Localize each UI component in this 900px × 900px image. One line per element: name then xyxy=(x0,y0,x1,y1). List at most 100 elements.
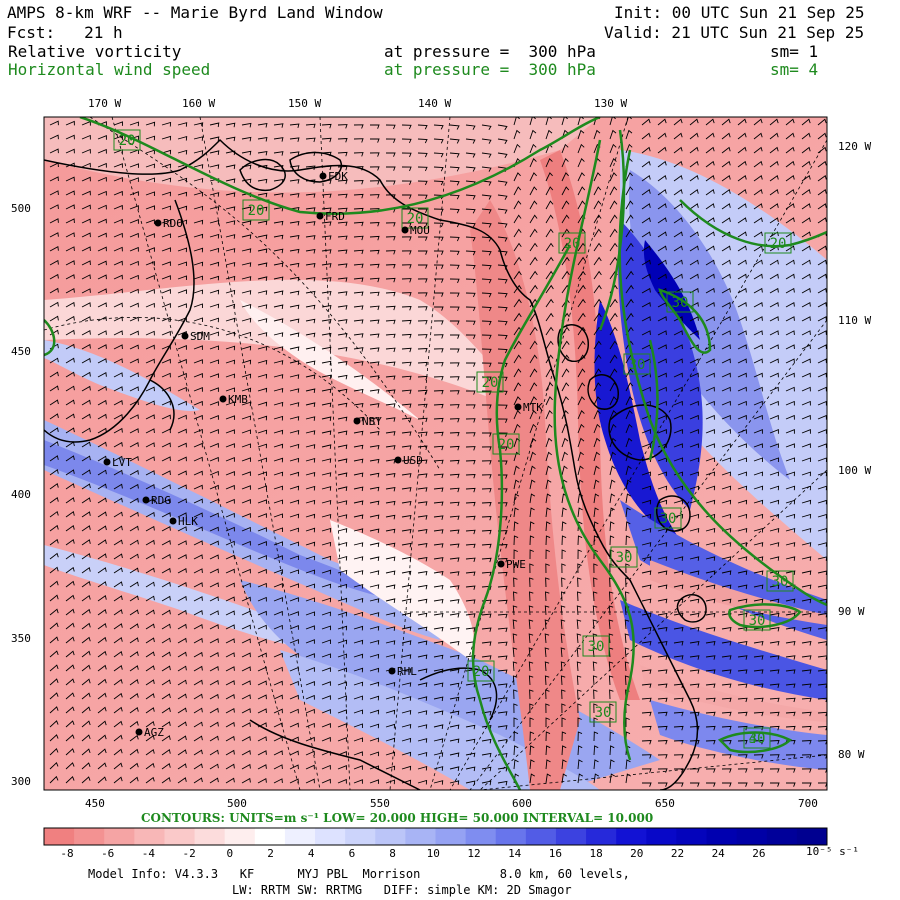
wind-barb xyxy=(145,679,155,686)
wind-barb xyxy=(225,289,236,295)
wind-barb xyxy=(753,570,764,575)
wind-barb xyxy=(753,485,764,491)
wind-barb xyxy=(433,166,444,172)
wind-barb xyxy=(177,191,188,197)
wind-barb xyxy=(689,542,700,547)
wind-barb xyxy=(417,320,428,325)
wind-barb xyxy=(113,260,123,266)
wind-barb xyxy=(609,703,614,714)
wind-barb xyxy=(673,273,683,280)
wind-barb xyxy=(65,734,75,742)
wind-barb xyxy=(113,567,123,574)
wind-barb xyxy=(528,661,534,672)
right-longitude-label: 120 W xyxy=(838,140,872,153)
wind-barb xyxy=(449,780,460,785)
wind-barb xyxy=(593,242,602,252)
graticule-meridian xyxy=(389,117,451,790)
wind-barb xyxy=(369,681,380,687)
wind-barb xyxy=(97,176,107,182)
wind-barb xyxy=(609,396,617,406)
wind-barb xyxy=(113,664,123,672)
wind-barb xyxy=(129,776,139,784)
wind-barb xyxy=(577,521,583,532)
wind-barb xyxy=(560,661,566,672)
wind-barb xyxy=(145,525,155,532)
wind-barb xyxy=(209,150,220,155)
wind-barb xyxy=(657,570,668,575)
wind-barb xyxy=(465,696,476,702)
colorbar-swatch xyxy=(435,828,467,845)
wind-barb xyxy=(769,683,780,689)
wind-barb xyxy=(161,233,171,239)
wind-barb xyxy=(529,186,538,196)
wind-barb xyxy=(673,697,684,703)
wind-barb xyxy=(689,330,699,336)
wind-barb xyxy=(353,486,364,492)
station-label: HLK xyxy=(178,515,198,528)
wind-barb xyxy=(273,764,283,770)
wind-barb xyxy=(433,612,444,618)
wind-barb xyxy=(433,724,444,729)
wind-barb xyxy=(193,623,203,630)
wind-barb xyxy=(289,332,300,338)
wind-barb xyxy=(753,132,763,140)
wind-barb xyxy=(545,410,553,420)
wind-barb xyxy=(321,402,332,408)
wind-barb xyxy=(369,598,380,603)
wind-barb xyxy=(641,217,651,224)
wind-barb xyxy=(689,132,699,140)
wind-barb xyxy=(721,386,731,392)
wind-barb xyxy=(481,376,492,381)
wind-barb xyxy=(449,418,460,423)
wind-barb xyxy=(449,348,460,353)
wind-barb xyxy=(417,445,428,451)
wind-barb xyxy=(721,683,732,689)
wind-barb xyxy=(417,654,428,660)
wind-barb xyxy=(529,172,537,182)
wind-barb xyxy=(337,653,347,659)
wind-barb xyxy=(321,709,331,714)
wind-barb xyxy=(481,780,492,786)
wind-barb xyxy=(753,499,764,505)
wind-barb xyxy=(721,542,732,547)
wind-barb xyxy=(625,117,632,126)
wind-barb xyxy=(113,121,123,126)
wind-barb xyxy=(673,344,683,350)
right-longitude-label: 90 W xyxy=(838,605,865,618)
wind-barb xyxy=(689,612,700,618)
wind-barb xyxy=(209,429,219,434)
wind-barb xyxy=(641,612,652,618)
wind-barb xyxy=(785,429,795,434)
wind-barb xyxy=(257,345,268,351)
wind-barb xyxy=(625,396,633,406)
wind-barb xyxy=(785,174,795,182)
wind-barb xyxy=(449,459,460,465)
wind-barb xyxy=(273,778,283,784)
wind-barb xyxy=(257,541,267,546)
wind-barb xyxy=(369,695,380,701)
wind-barb xyxy=(465,515,476,521)
wind-barb xyxy=(801,372,811,378)
wind-barb xyxy=(81,762,91,770)
wind-barb xyxy=(624,633,630,644)
wind-barb xyxy=(369,570,380,575)
wind-barb xyxy=(593,298,602,308)
wind-barb xyxy=(113,413,123,420)
wind-barb xyxy=(545,340,554,350)
wind-barb xyxy=(577,326,586,336)
wind-barb xyxy=(305,444,316,449)
wind-barb xyxy=(721,160,731,168)
wind-barb xyxy=(401,361,412,367)
wind-barb xyxy=(721,570,732,575)
wind-barb xyxy=(417,765,428,771)
wind-barb xyxy=(241,596,251,602)
wind-barb xyxy=(513,577,518,588)
wind-barb xyxy=(209,512,219,518)
colorbar-swatch xyxy=(706,828,738,845)
wind-barb xyxy=(689,372,699,378)
wind-barb xyxy=(337,639,348,645)
wind-barb xyxy=(641,499,652,505)
left-grid-tick: 400 xyxy=(11,488,31,501)
wind-barb xyxy=(801,414,811,420)
wind-barb xyxy=(817,118,827,126)
